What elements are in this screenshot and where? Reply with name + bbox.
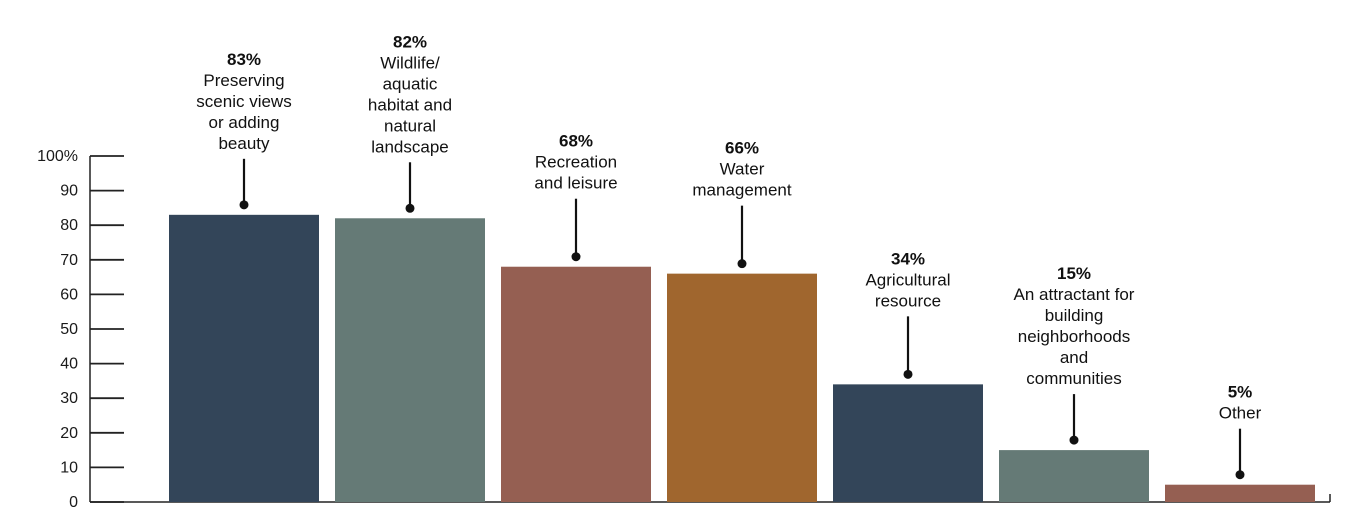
category-label: and [1060, 348, 1088, 367]
bar [1165, 484, 1315, 502]
data-label: 5% [1228, 383, 1253, 402]
bar [335, 218, 485, 502]
category-label: beauty [218, 134, 270, 153]
annotation-dot [903, 369, 913, 379]
data-label: 66% [725, 139, 759, 158]
y-tick-label: 60 [60, 286, 78, 303]
annotation-dot [1069, 435, 1079, 445]
data-label: 15% [1057, 264, 1091, 283]
y-tick-label: 10 [60, 459, 78, 476]
bar [999, 450, 1149, 502]
category-label: management [692, 181, 792, 200]
y-tick-label: 0 [69, 494, 78, 511]
y-tick-label: 50 [60, 321, 78, 338]
category-label: An attractant for [1014, 285, 1135, 304]
category-label: resource [875, 291, 941, 310]
y-tick-label: 100% [37, 148, 78, 165]
category-label: Agricultural [865, 270, 950, 289]
annotation-dot [405, 203, 415, 213]
category-label: neighborhoods [1018, 327, 1130, 346]
category-label: Other [1219, 404, 1262, 423]
category-label: and leisure [534, 174, 617, 193]
y-tick-label: 70 [60, 252, 78, 269]
data-label: 68% [559, 132, 593, 151]
annotation-dot [1235, 470, 1245, 480]
category-label: aquatic [383, 74, 438, 93]
y-tick-label: 80 [60, 217, 78, 234]
category-label: landscape [371, 137, 449, 156]
category-label: habitat and [368, 95, 452, 114]
y-tick-label: 30 [60, 390, 78, 407]
bar [169, 214, 319, 502]
category-label: Wildlife/ [380, 53, 440, 72]
data-label: 83% [227, 50, 261, 69]
category-label: communities [1026, 369, 1121, 388]
category-label: Water [720, 160, 765, 179]
bar [667, 273, 817, 502]
y-tick-label: 40 [60, 356, 78, 373]
category-label: scenic views [196, 92, 291, 111]
bars-group [169, 214, 1315, 502]
category-label: or adding [209, 113, 280, 132]
data-label: 82% [393, 32, 427, 51]
bar [501, 266, 651, 502]
category-label: Preserving [203, 71, 284, 90]
category-label: Recreation [535, 153, 617, 172]
annotation-dot [737, 259, 747, 269]
y-tick-label: 20 [60, 425, 78, 442]
data-label: 34% [891, 249, 925, 268]
y-axis: 0 10 20 30 40 50 60 70 80 90 100% [37, 148, 124, 511]
annotation-dot [571, 252, 581, 262]
category-label: building [1045, 306, 1104, 325]
y-tick-label: 90 [60, 183, 78, 200]
annotations-group: 83% Preserving scenic views or adding beauty… [196, 32, 1262, 480]
category-label: natural [384, 116, 436, 135]
bar [833, 384, 983, 502]
annotation-dot [239, 200, 249, 210]
